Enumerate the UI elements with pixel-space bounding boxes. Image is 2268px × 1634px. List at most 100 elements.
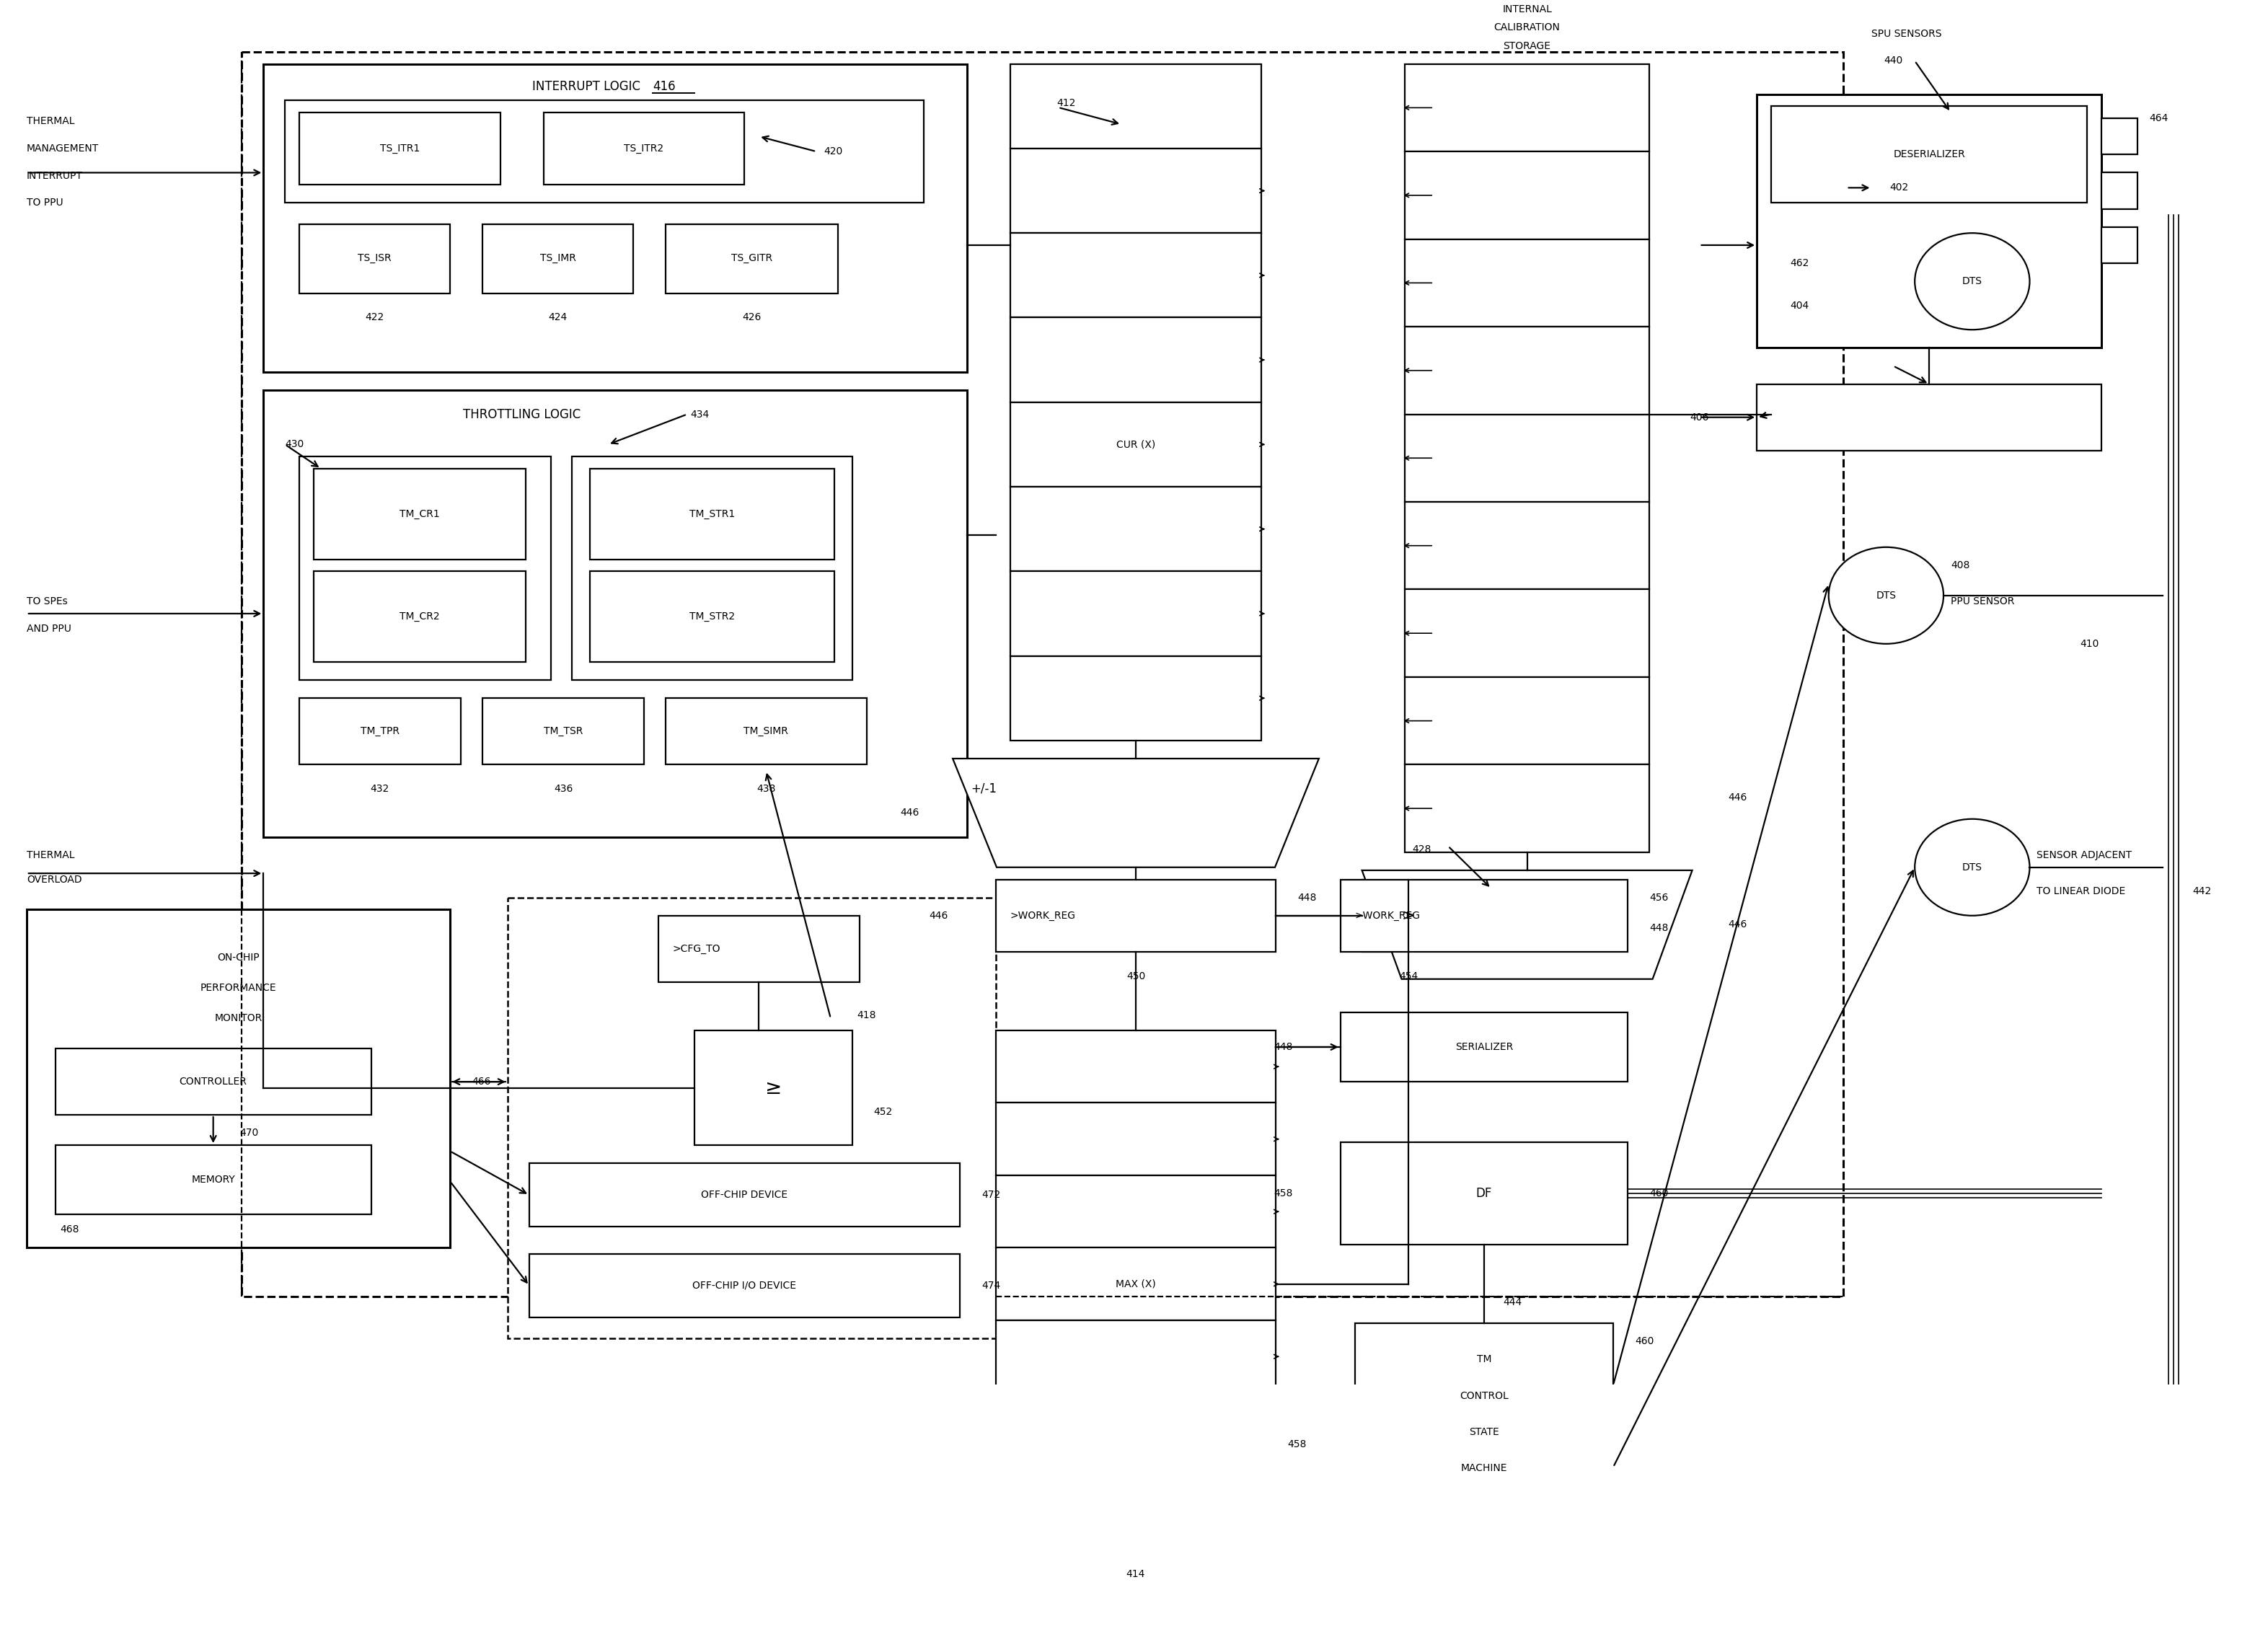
Text: TM_TSR: TM_TSR [544, 727, 583, 737]
Text: 470: 470 [240, 1127, 259, 1139]
Text: PPU SENSOR: PPU SENSOR [1950, 596, 2014, 606]
Bar [243, 52, 1844, 1296]
Text: 450: 450 [1127, 971, 1145, 980]
Bar [2102, 173, 2136, 209]
Text: 446: 446 [1728, 792, 1746, 802]
Text: 426: 426 [742, 312, 762, 322]
Text: THERMAL: THERMAL [27, 850, 75, 859]
Text: AND PPU: AND PPU [27, 624, 70, 634]
Bar [1009, 572, 1261, 655]
Text: +/-1: +/-1 [971, 783, 996, 796]
Text: THROTTLING LOGIC: THROTTLING LOGIC [463, 408, 581, 422]
Bar [299, 224, 449, 294]
Text: 406: 406 [1690, 412, 1708, 422]
Bar [590, 572, 835, 662]
Bar [1406, 765, 1649, 853]
Bar [1009, 655, 1261, 740]
Text: TM_CR1: TM_CR1 [399, 508, 440, 520]
Text: OVERLOAD: OVERLOAD [27, 874, 82, 884]
Bar [1340, 1142, 1628, 1245]
Text: INTERNAL: INTERNAL [1501, 5, 1551, 15]
Bar [1009, 234, 1261, 317]
Text: 466: 466 [472, 1077, 490, 1087]
Text: DF: DF [1476, 1186, 1492, 1199]
Bar [1406, 676, 1649, 765]
Text: 436: 436 [553, 784, 574, 794]
Bar [299, 456, 551, 680]
Text: TM: TM [1476, 1355, 1492, 1364]
Bar [508, 897, 996, 1338]
Bar [299, 113, 501, 185]
Text: ON-CHIP: ON-CHIP [218, 953, 259, 962]
Bar [1406, 415, 1649, 502]
Text: >CFG_TO: >CFG_TO [674, 944, 721, 954]
Text: MANAGEMENT: MANAGEMENT [27, 144, 100, 154]
Text: 424: 424 [549, 312, 567, 322]
Bar [1406, 152, 1649, 239]
Text: TM_SIMR: TM_SIMR [744, 727, 789, 737]
Text: TO SPEs: TO SPEs [27, 596, 68, 606]
Bar [286, 100, 923, 203]
Bar [263, 391, 966, 837]
Bar [658, 915, 860, 982]
Bar [996, 1609, 1277, 1634]
Bar [996, 1248, 1277, 1320]
Text: OFF-CHIP I/O DEVICE: OFF-CHIP I/O DEVICE [692, 1281, 796, 1291]
Bar [1009, 487, 1261, 572]
Text: 456: 456 [1649, 892, 1669, 902]
Text: MAX (X): MAX (X) [1116, 1279, 1157, 1289]
Text: >: > [1402, 909, 1415, 923]
Text: TM_TPR: TM_TPR [361, 727, 399, 737]
Bar [54, 1145, 372, 1214]
Bar [299, 698, 460, 765]
Bar [694, 1031, 853, 1145]
Bar [996, 1392, 1277, 1466]
Text: TS_GITR: TS_GITR [730, 253, 773, 263]
Text: CALIBRATION: CALIBRATION [1495, 23, 1560, 33]
Circle shape [1914, 819, 2030, 915]
Text: 448: 448 [1272, 1042, 1293, 1052]
Bar [1406, 239, 1649, 327]
Bar [665, 224, 837, 294]
Text: MEMORY: MEMORY [191, 1175, 236, 1185]
Text: MACHINE: MACHINE [1461, 1464, 1508, 1474]
Text: SENSOR ADJACENT: SENSOR ADJACENT [2037, 850, 2132, 859]
Text: 472: 472 [982, 1190, 1000, 1199]
Bar [313, 572, 526, 662]
Bar [1354, 1324, 1613, 1529]
Polygon shape [1363, 871, 1692, 979]
Bar [1009, 317, 1261, 402]
Circle shape [1828, 547, 1944, 644]
Text: 458: 458 [1272, 1188, 1293, 1198]
Text: STORAGE: STORAGE [1504, 41, 1551, 51]
Bar [1340, 1013, 1628, 1082]
Text: 444: 444 [1504, 1297, 1522, 1307]
Bar [996, 1320, 1277, 1392]
Text: ≥: ≥ [764, 1078, 782, 1098]
Text: MONITOR: MONITOR [215, 1013, 263, 1023]
Text: INTERRUPT: INTERRUPT [27, 170, 82, 181]
Text: SERIALIZER: SERIALIZER [1456, 1042, 1513, 1052]
Bar [528, 1253, 959, 1317]
Bar [1009, 64, 1261, 149]
Text: TS_ITR2: TS_ITR2 [624, 144, 665, 154]
Text: THERMAL: THERMAL [27, 116, 75, 126]
Circle shape [1914, 234, 2030, 330]
Text: 446: 446 [1728, 920, 1746, 930]
Text: 402: 402 [1889, 183, 1910, 193]
Bar [572, 456, 853, 680]
Bar [996, 1466, 1277, 1538]
Text: 448: 448 [1297, 892, 1315, 902]
Text: 430: 430 [286, 440, 304, 449]
Text: PERFORMANCE: PERFORMANCE [200, 984, 277, 993]
Bar [483, 698, 644, 765]
Bar [996, 1175, 1277, 1248]
Text: TS_ISR: TS_ISR [358, 253, 392, 263]
Text: 460: 460 [1635, 1337, 1653, 1346]
Bar [263, 64, 966, 373]
Bar [2102, 118, 2136, 155]
Text: 418: 418 [857, 1010, 875, 1020]
Bar [528, 1163, 959, 1227]
Text: 448: 448 [1649, 923, 1669, 933]
Text: TO LINEAR DIODE: TO LINEAR DIODE [2037, 886, 2125, 897]
